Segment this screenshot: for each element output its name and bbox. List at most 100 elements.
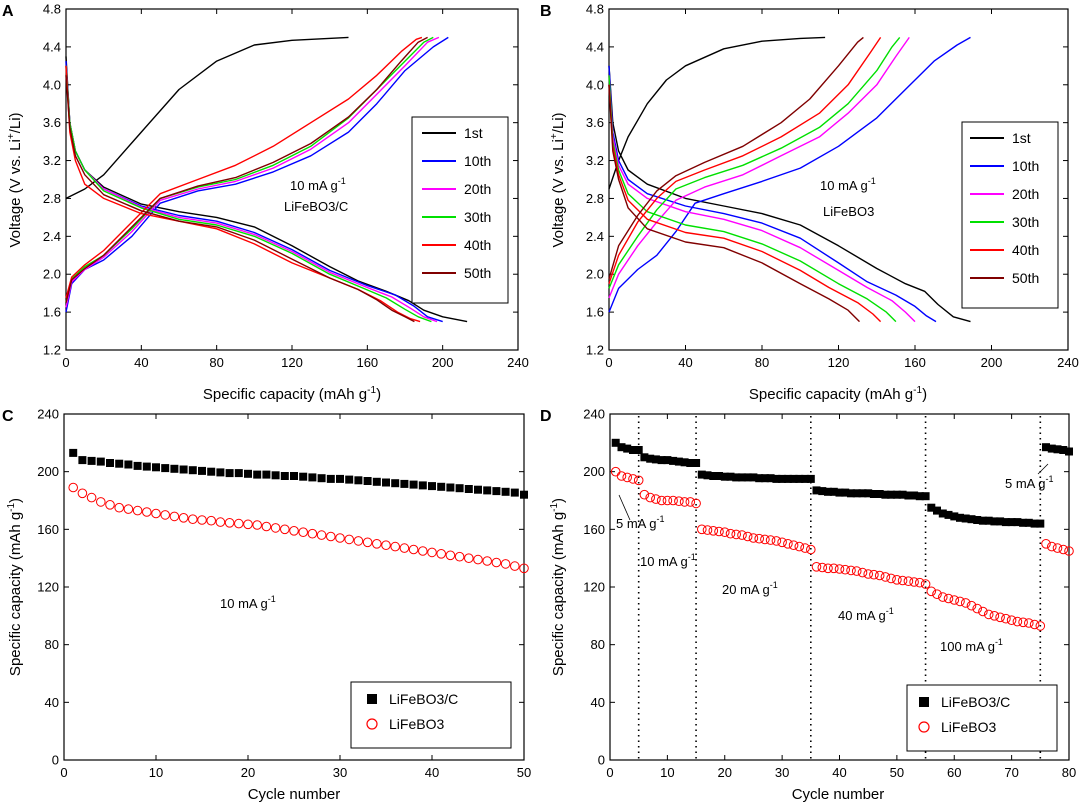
point-square [755,474,764,483]
point-square [225,469,234,478]
point-circle [920,579,931,589]
point-circle [983,609,994,620]
point-circle [777,537,787,548]
point-circle [714,526,724,537]
point-square [262,470,271,479]
point-square [428,482,436,491]
point-square [317,474,326,483]
panel-a-letter: A [2,3,14,20]
point-circle [372,539,382,549]
curve-40th-discharge [65,65,421,323]
x-tick-label: 200 [981,355,1003,370]
y-tick-label: 1.6 [43,305,61,320]
point-square [629,446,637,454]
point-square [818,487,827,496]
point-square [271,471,280,480]
point-square [1030,519,1039,528]
point-square [244,469,252,478]
point-circle [491,557,502,568]
panel-a-ticks: 0 40 80 120 160 200 240 1.2 1.6 2.0 2.4 2.8 3.2 3.6 4.… [43,2,529,371]
point-square [674,457,683,466]
point-square [847,489,855,498]
point-circle [892,575,902,585]
y-tick-label: 1.2 [586,343,604,358]
point-square [646,454,655,463]
point-square [124,460,133,469]
point-square [1047,444,1056,453]
y-tick-label: 80 [45,637,59,652]
point-circle [972,603,983,614]
panel-b: B 0 40 80 120 160 200 240 1.2 1.6 2.0 2.4 2.8 3.2 3.6… [540,2,1079,404]
point-circle [765,535,776,545]
curve-10th-discharge [65,61,443,323]
point-square [766,474,775,483]
point-square [345,475,354,484]
point-circle [1035,621,1046,631]
point-circle [1058,544,1069,555]
point-square [106,459,114,467]
point-circle [197,515,207,525]
point-circle [645,492,656,503]
point-square [336,474,344,483]
y-tick-label: 0 [598,753,605,768]
point-circle [1029,619,1040,630]
point-square [697,470,706,479]
x-tick-label: 40 [832,765,846,780]
legend-marker-circle [366,718,378,730]
legend-label-50th: 50th [1012,270,1039,286]
y-tick-label: 120 [583,580,605,595]
panel-b-curves [608,36,971,323]
y-tick-label: 3.2 [43,153,61,168]
x-tick-label: 20 [241,765,255,780]
point-circle [261,521,272,532]
point-square [188,466,197,475]
point-circle [616,471,627,481]
point-circle [1018,617,1028,628]
panel-c-xlabel: Cycle number [248,786,341,803]
point-square [651,455,660,464]
curve-1st-discharge [608,65,971,323]
curve-10th-charge [608,36,971,313]
point-circle [188,514,198,525]
panel-b-annotation-material: LiFeBO3 [823,204,874,219]
x-tick-label: 80 [209,355,223,370]
point-square [1024,518,1033,527]
point-square [1013,518,1022,527]
point-circle [68,482,78,493]
panel-d-ticks: 0 10 20 30 40 50 60 70 80 0 40 80 120 160 200 240 [583,407,1076,781]
point-square [308,473,317,482]
y-tick-label: 4.8 [586,2,604,17]
point-square [611,438,620,447]
point-circle [903,576,914,587]
point-square [437,482,446,491]
point-square [950,512,959,521]
y-tick-label: 240 [37,407,59,422]
x-tick-label: 60 [947,765,961,780]
point-circle [800,543,810,553]
point-circle [915,577,925,588]
point-circle [960,598,971,608]
point-square [898,490,907,499]
point-square [640,453,649,462]
point-square [1001,518,1010,527]
point-circle [473,554,483,565]
y-tick-label: 0 [52,753,59,768]
point-square [990,517,999,526]
rate-label: 20 mA g-1 [722,580,778,597]
point-circle [114,502,124,513]
point-square [967,515,976,524]
point-square [299,472,308,481]
panel-a: A 0 40 80 120 160 200 240 1.2 1.6 2.0 2.4 2.8 3.2 3.6… [2,2,529,404]
point-circle [270,523,281,533]
curve-20th-discharge [608,75,916,323]
point-square [1019,518,1028,527]
point-square [161,464,170,473]
point-square [280,472,289,480]
point-square [96,457,105,466]
point-circle [674,496,684,507]
legend-label-40th: 40th [1012,242,1039,258]
panel-d-xlabel: Cycle number [792,786,885,803]
point-square [738,473,746,482]
y-tick-label: 40 [591,695,605,710]
point-circle [788,540,799,551]
